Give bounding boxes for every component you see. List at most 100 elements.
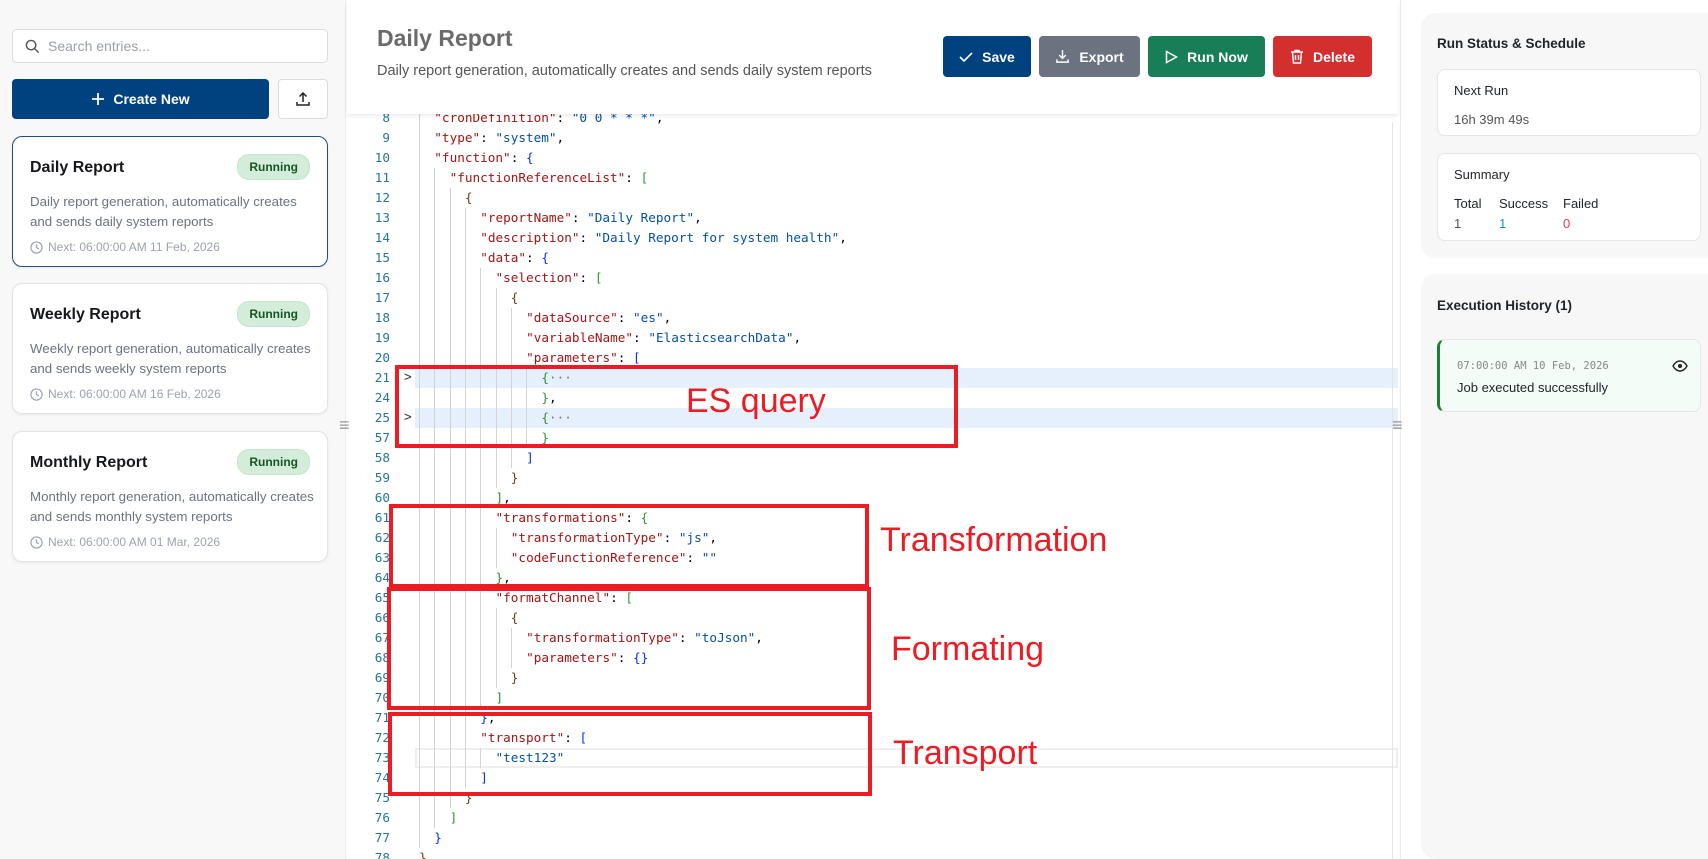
indent-guide	[510, 328, 512, 348]
code-text: "transport": [	[480, 730, 588, 745]
fold-chevron-icon[interactable]: >	[404, 370, 412, 385]
code-line[interactable]: 77}	[347, 828, 1398, 848]
annotation-box-transformation	[389, 504, 869, 588]
search-input[interactable]	[48, 38, 308, 54]
indent-guide	[434, 188, 436, 208]
indent-guide	[434, 468, 436, 488]
code-text: "reportName": "Daily Report",	[480, 210, 702, 225]
code-line[interactable]: 58]	[347, 448, 1398, 468]
code-line[interactable]: 8 "cronDefinition": "0 0 * * *",	[347, 114, 1398, 128]
indent-guide	[434, 808, 436, 828]
indent-guide	[510, 448, 512, 468]
indent-guide	[434, 428, 436, 448]
code-line[interactable]: 20 "parameters": [	[347, 348, 1398, 368]
indent-guide	[480, 548, 482, 568]
line-number: 9	[382, 130, 390, 145]
history-entry[interactable]: 07:00:00 AM 10 Feb, 2026 Job executed su…	[1437, 339, 1701, 412]
code-line[interactable]: >21 {···	[347, 368, 1398, 388]
indent-guide	[495, 328, 497, 348]
editor-scrollbar[interactable]	[1392, 122, 1393, 859]
code-line[interactable]: 76]	[347, 808, 1398, 828]
line-number: 71	[374, 710, 390, 725]
eye-icon[interactable]	[1672, 360, 1688, 372]
indent-guide	[526, 368, 528, 388]
indent-guide	[480, 448, 482, 468]
status-badge: Running	[237, 449, 310, 475]
code-text: "cronDefinition": "0 0 * * *",	[434, 114, 664, 125]
indent-guide	[419, 768, 420, 788]
indent-guide	[419, 748, 420, 768]
indent-guide	[464, 628, 466, 648]
code-line[interactable]: 66 {	[347, 608, 1398, 628]
delete-button[interactable]: Delete	[1273, 36, 1372, 77]
indent-guide	[449, 668, 451, 688]
code-text: "description": "Daily Report for system …	[480, 230, 847, 245]
check-icon	[959, 51, 973, 62]
code-line[interactable]: 78}	[347, 848, 1398, 859]
code-line[interactable]: 62 "transformationType": "js",	[347, 528, 1398, 548]
fold-chevron-icon[interactable]: >	[404, 410, 412, 425]
code-line[interactable]: 74]	[347, 768, 1398, 788]
code-line[interactable]: 68 "parameters": {}	[347, 648, 1398, 668]
code-line[interactable]: 14 "description": "Daily Report for syste…	[347, 228, 1398, 248]
code-line[interactable]: 71},	[347, 708, 1398, 728]
code-line[interactable]: 10 "function": {	[347, 148, 1398, 168]
indent-guide	[495, 648, 497, 668]
code-text: {	[464, 190, 473, 205]
run-status-title: Run Status & Schedule	[1437, 36, 1586, 51]
left-resize-handle[interactable]: ≡	[339, 415, 350, 435]
indent-guide	[464, 588, 466, 608]
indent-guide	[464, 288, 466, 308]
code-line[interactable]: 13 "reportName": "Daily Report",	[347, 208, 1398, 228]
indent-guide	[495, 388, 497, 408]
code-line[interactable]: 64},	[347, 568, 1398, 588]
run-now-button[interactable]: Run Now	[1148, 36, 1265, 77]
indent-guide	[419, 208, 420, 228]
indent-guide	[495, 408, 497, 428]
code-line[interactable]: 9 "type": "system",	[347, 128, 1398, 148]
code-text: "function": {	[434, 150, 534, 165]
code-line[interactable]: 57}	[347, 428, 1398, 448]
indent-guide	[419, 308, 420, 328]
code-line[interactable]: 73 "test123"	[347, 748, 1398, 768]
code-line[interactable]: 24},	[347, 388, 1398, 408]
line-number: 61	[374, 510, 390, 525]
report-card[interactable]: Daily Report Running Daily report genera…	[12, 136, 328, 267]
search-box[interactable]	[12, 29, 328, 63]
code-line[interactable]: 16 "selection": [	[347, 268, 1398, 288]
indent-guide	[419, 188, 420, 208]
upload-button[interactable]	[278, 79, 328, 119]
code-line[interactable]: 60],	[347, 488, 1398, 508]
code-line[interactable]: 75}	[347, 788, 1398, 808]
code-line[interactable]: 59}	[347, 468, 1398, 488]
export-button[interactable]: Export	[1039, 36, 1140, 77]
line-number: 16	[374, 270, 390, 285]
code-line[interactable]: 15 "data": {	[347, 248, 1398, 268]
json-code-editor[interactable]: 8 "cronDefinition": "0 0 * * *", 9 "type": …	[347, 114, 1398, 859]
code-text: "data": {	[480, 250, 549, 265]
report-card[interactable]: Monthly Report Running Monthly report ge…	[12, 431, 328, 562]
code-line[interactable]: 67 "transformationType": "toJson",	[347, 628, 1398, 648]
indent-guide	[464, 728, 466, 748]
code-line[interactable]: 65 "formatChannel": [	[347, 588, 1398, 608]
code-line[interactable]: 12 {	[347, 188, 1398, 208]
code-line[interactable]: 63 "codeFunctionReference": ""	[347, 548, 1398, 568]
report-card[interactable]: Weekly Report Running Weekly report gene…	[12, 283, 328, 414]
code-line[interactable]: 69}	[347, 668, 1398, 688]
create-new-button[interactable]: Create New	[12, 79, 269, 119]
code-line[interactable]: 17 {	[347, 288, 1398, 308]
indent-guide	[434, 668, 436, 688]
code-line[interactable]: 61 "transformations": {	[347, 508, 1398, 528]
code-line[interactable]: >25 {···	[347, 408, 1398, 428]
code-line[interactable]: 19 "variableName": "ElasticsearchData",	[347, 328, 1398, 348]
indent-guide	[419, 648, 420, 668]
code-line[interactable]: 11 "functionReferenceList": [	[347, 168, 1398, 188]
code-line[interactable]: 70]	[347, 688, 1398, 708]
indent-guide	[495, 308, 497, 328]
code-line[interactable]: 18 "dataSource": "es",	[347, 308, 1398, 328]
next-run: Next: 06:00:00 AM 01 Mar, 2026	[30, 535, 220, 549]
indent-guide	[419, 548, 420, 568]
save-button[interactable]: Save	[943, 36, 1031, 77]
right-resize-handle[interactable]: ≡	[1392, 415, 1403, 435]
code-line[interactable]: 72 "transport": [	[347, 728, 1398, 748]
